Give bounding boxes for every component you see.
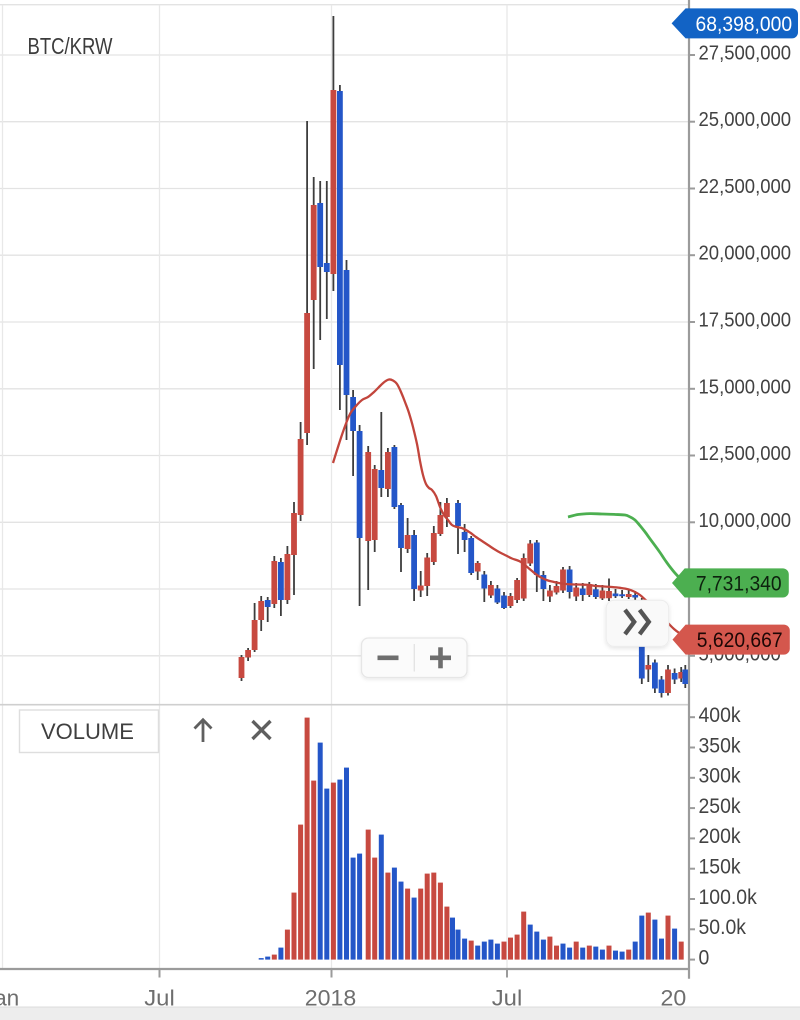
- svg-text:350k: 350k: [699, 734, 742, 757]
- svg-text:250k: 250k: [699, 795, 742, 818]
- svg-text:68,398,000: 68,398,000: [696, 12, 793, 36]
- svg-text:10,000,000: 10,000,000: [699, 510, 792, 532]
- svg-text:200k: 200k: [699, 825, 742, 848]
- svg-text:BTC/KRW: BTC/KRW: [28, 33, 113, 59]
- svg-text:5,620,667: 5,620,667: [697, 628, 783, 652]
- svg-text:300k: 300k: [699, 765, 742, 788]
- svg-text:2018: 2018: [305, 985, 357, 1010]
- svg-text:400k: 400k: [699, 704, 742, 727]
- svg-text:Jul: Jul: [144, 985, 175, 1010]
- svg-text:15,000,000: 15,000,000: [699, 376, 792, 398]
- svg-text:50.0k: 50.0k: [699, 916, 747, 939]
- svg-text:0: 0: [699, 946, 710, 969]
- svg-text:Jan: Jan: [0, 985, 19, 1010]
- svg-text:27,500,000: 27,500,000: [699, 43, 792, 65]
- svg-text:2019: 2019: [661, 985, 713, 1010]
- svg-text:VOLUME: VOLUME: [41, 719, 134, 744]
- svg-text:22,500,000: 22,500,000: [699, 176, 792, 198]
- svg-text:20,000,000: 20,000,000: [699, 243, 792, 265]
- svg-text:100.0k: 100.0k: [699, 886, 758, 909]
- svg-text:7,731,340: 7,731,340: [696, 572, 782, 596]
- svg-text:25,000,000: 25,000,000: [699, 109, 792, 131]
- svg-text:12,500,000: 12,500,000: [699, 443, 792, 465]
- svg-text:17,500,000: 17,500,000: [699, 310, 792, 332]
- svg-text:Jul: Jul: [492, 985, 523, 1010]
- svg-text:150k: 150k: [699, 856, 742, 879]
